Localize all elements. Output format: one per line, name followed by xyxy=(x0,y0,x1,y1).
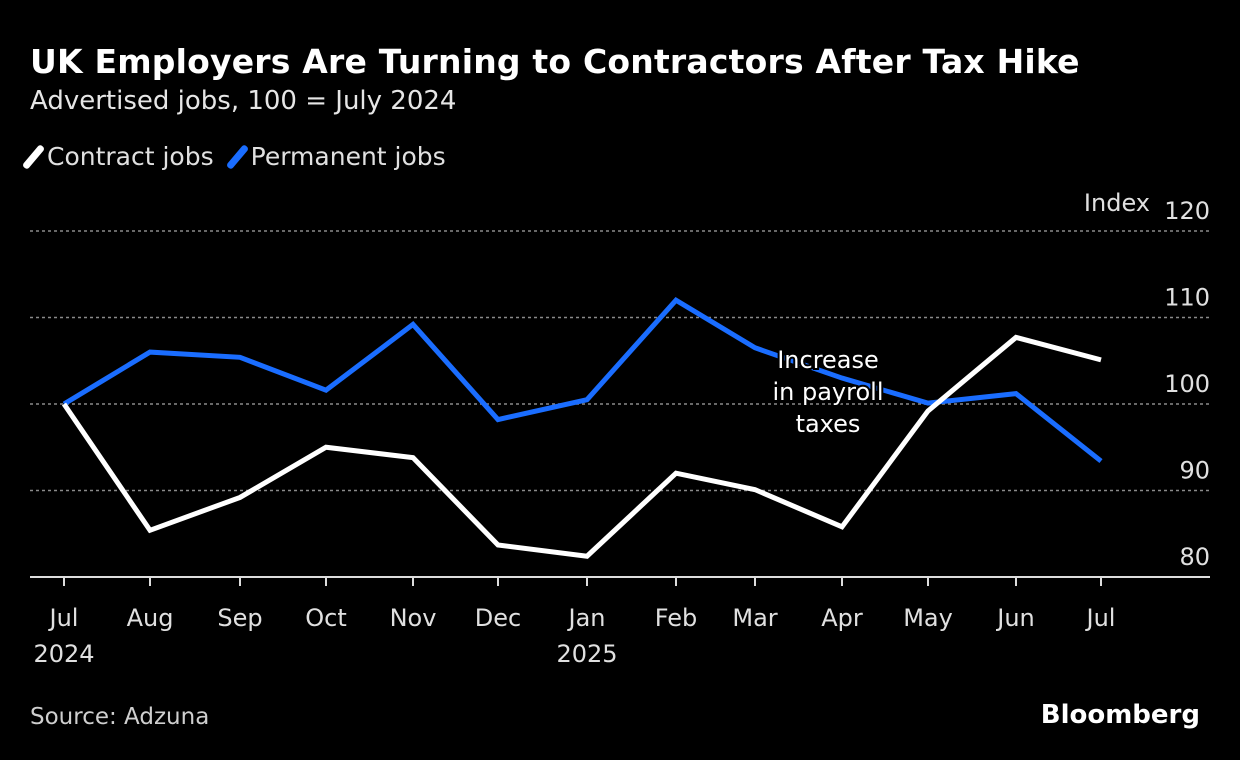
x-tick-label: Jan xyxy=(567,604,606,632)
x-tick-label: Feb xyxy=(655,604,698,632)
x-year-label: 2025 xyxy=(556,640,617,668)
x-tick-label: Mar xyxy=(732,604,777,632)
legend: Contract jobs Permanent jobs xyxy=(21,142,446,171)
chart-title: UK Employers Are Turning to Contractors … xyxy=(30,42,1080,81)
series-line-contract xyxy=(61,334,1102,559)
x-tick-label: Sep xyxy=(217,604,262,632)
x-tick-label: Jun xyxy=(995,604,1035,632)
bloomberg-logo: Bloomberg xyxy=(1040,700,1200,730)
annotation-text: in payroll xyxy=(772,378,883,406)
y-axis-label: Index xyxy=(1084,189,1150,217)
legend-label-permanent: Permanent jobs xyxy=(250,142,446,171)
x-tick-label: Dec xyxy=(475,604,521,632)
x-tick-label: May xyxy=(903,604,953,632)
y-tick-label: 100 xyxy=(1164,370,1210,398)
annotation-text: taxes xyxy=(796,410,861,438)
y-tick-label: 80 xyxy=(1179,543,1210,571)
x-tick-label: Jul xyxy=(48,604,79,632)
series-line-permanent xyxy=(62,296,1103,464)
x-tick-label: Nov xyxy=(390,604,437,632)
x-tick-label: Aug xyxy=(127,604,174,632)
chart-subtitle: Advertised jobs, 100 = July 2024 xyxy=(30,86,457,116)
x-tick-label: Apr xyxy=(821,604,863,632)
source-note: Source: Adzuna xyxy=(30,704,210,730)
x-tick-label: Jul xyxy=(1085,604,1116,632)
legend-item-permanent: Permanent jobs xyxy=(225,142,446,171)
annotation-text: Increase xyxy=(777,346,879,374)
x-tick-label: Oct xyxy=(305,604,347,632)
legend-item-contract: Contract jobs xyxy=(21,142,214,171)
y-tick-label: 90 xyxy=(1179,457,1210,485)
y-tick-label: 120 xyxy=(1164,197,1210,225)
legend-label-contract: Contract jobs xyxy=(47,142,214,171)
y-tick-label: 110 xyxy=(1164,284,1210,312)
x-year-label: 2024 xyxy=(33,640,94,668)
